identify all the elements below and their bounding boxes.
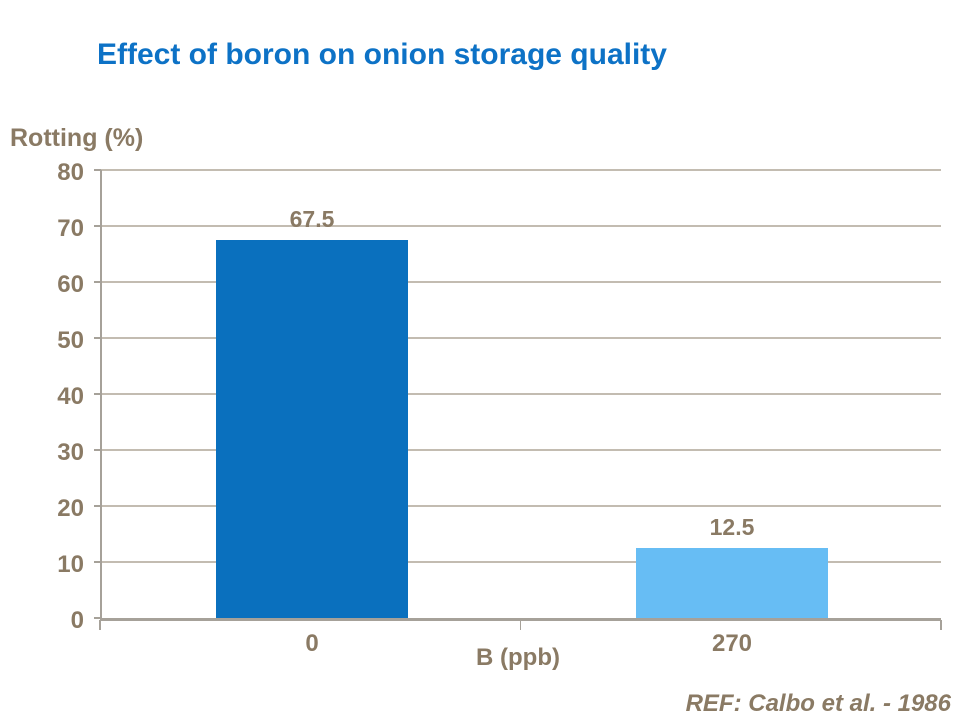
gridline [100,561,941,563]
x-axis-title: B (ppb) [476,644,560,671]
y-axis-tick-label: 40 [57,383,84,410]
chart-title: Effect of boron on onion storage quality [97,38,667,71]
y-axis-tick-label: 10 [57,551,84,578]
y-axis-tick-label: 60 [57,271,84,298]
y-axis-tick [94,225,101,227]
y-axis-tick-label: 20 [57,495,84,522]
x-axis-tick-label: 270 [711,630,753,657]
y-axis-tick [94,337,101,339]
y-axis-tick-label: 30 [57,439,84,466]
y-axis-tick-label: 0 [70,607,84,634]
y-axis-tick [94,505,101,507]
x-axis-tick [99,620,101,630]
data-label: 12.5 [709,514,755,540]
y-axis-tick [94,617,101,619]
gridline [100,337,941,339]
y-axis-tick-label: 50 [57,327,84,354]
y-axis-tick [94,561,101,563]
gridline [100,449,941,451]
y-axis-tick [94,281,101,283]
gridline [100,169,941,171]
bar-0 [216,240,408,618]
reference-citation: REF: Calbo et al. - 1986 [685,690,951,717]
y-axis-line [100,170,102,618]
y-axis-tick [94,169,101,171]
bar-270 [636,548,828,618]
x-axis-tick [940,620,942,630]
data-label: 67.5 [289,206,335,232]
y-axis-tick-label: 80 [57,159,84,186]
y-axis-tick-label: 70 [57,215,84,242]
gridline [100,505,941,507]
gridline [100,225,941,227]
gridline [100,281,941,283]
gridline [100,393,941,395]
y-axis-tick [94,449,101,451]
x-axis-tick [519,620,522,630]
x-axis-line [100,618,941,621]
y-axis-title: Rotting (%) [10,124,144,152]
x-axis-tick-label: 0 [305,630,319,657]
y-axis-tick [94,393,101,395]
